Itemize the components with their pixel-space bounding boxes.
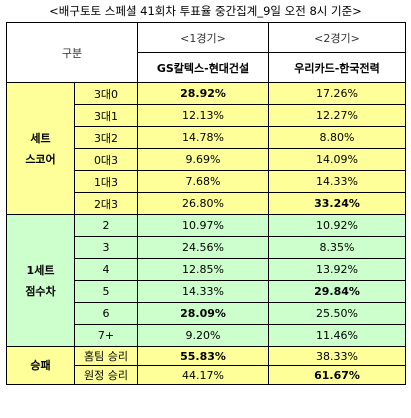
category-label: 스코어 xyxy=(25,152,56,166)
value-cell-game-2: 17.26% xyxy=(268,82,406,105)
value-cell-game-2: 61.67% xyxy=(268,365,406,385)
table-row: 원정 승리 44.17% 61.67% xyxy=(7,365,406,385)
header-team-1: GS칼텍스-현대건설 xyxy=(137,52,269,83)
table-row: 3 24.56% 8.35% xyxy=(7,236,406,259)
value-cell-game-1: 28.92% xyxy=(137,82,269,105)
table-row: 5 14.33% 29.84% xyxy=(7,280,406,303)
value-cell-game-2: 12.27% xyxy=(268,104,406,127)
category-label: 승패 xyxy=(30,359,51,372)
header-row-teams: GS칼텍스-현대건설 우리카드-한국전력 xyxy=(7,52,406,83)
table-row: 4 12.85% 13.92% xyxy=(7,258,406,281)
value-cell-game-1: 24.56% xyxy=(137,236,269,259)
page-title: <배구토토 스페셜 41회차 투표율 중간집계_9일 오전 8시 기준> xyxy=(49,4,362,18)
header-game-1: <1경기> xyxy=(137,22,269,53)
row-label: 원정 승리 xyxy=(74,365,138,385)
category-label: 1세트 xyxy=(26,263,55,277)
value-cell-game-1: 44.17% xyxy=(137,365,269,385)
header-game-2: <2경기> xyxy=(268,22,406,53)
header-team-2: 우리카드-한국전력 xyxy=(268,52,406,83)
table-row: 6 28.09% 25.50% xyxy=(7,302,406,325)
row-label: 3대0 xyxy=(74,82,138,105)
table-row: 0대3 9.69% 14.09% xyxy=(7,148,406,171)
row-label: 1대3 xyxy=(74,170,138,193)
header-row-games: 구분 <1경기> <2경기> xyxy=(6,22,406,83)
value-cell-game-2: 11.46% xyxy=(268,324,406,347)
value-cell-game-2: 38.33% xyxy=(268,346,406,366)
value-cell-game-2: 14.09% xyxy=(268,148,406,171)
row-label: 4 xyxy=(74,258,138,281)
table-row: 7+ 9.20% 11.46% xyxy=(7,324,406,347)
row-label: 7+ xyxy=(74,324,138,347)
row-label: 0대3 xyxy=(74,148,138,171)
value-cell-game-2: 33.24% xyxy=(268,192,406,215)
category-cell: 승패 xyxy=(6,346,75,385)
header-gubun: 구분 xyxy=(6,22,138,83)
value-cell-game-1: 28.09% xyxy=(137,302,269,325)
table-row: 1세트 점수차 2 10.97% 10.92% xyxy=(6,214,406,347)
row-label: 5 xyxy=(74,280,138,303)
value-cell-game-1: 9.20% xyxy=(137,324,269,347)
value-cell-game-1: 26.80% xyxy=(137,192,269,215)
table-row: 3대1 12.13% 12.27% xyxy=(7,104,406,127)
value-cell-game-2: 25.50% xyxy=(268,302,406,325)
table-row: 1대3 7.68% 14.33% xyxy=(7,170,406,193)
table-row: 2대3 26.80% 33.24% xyxy=(7,192,406,215)
category-label: 점수차 xyxy=(25,284,56,298)
row-label: 6 xyxy=(74,302,138,325)
value-cell-game-2: 14.33% xyxy=(268,170,406,193)
value-cell-game-1: 9.69% xyxy=(137,148,269,171)
row-label: 3대2 xyxy=(74,126,138,149)
row-label: 3대1 xyxy=(74,104,138,127)
value-cell-game-1: 7.68% xyxy=(137,170,269,193)
value-cell-game-1: 12.13% xyxy=(137,104,269,127)
table-row: 세트 스코어 3대0 28.92% 17.26% xyxy=(6,82,406,215)
row-label: 2 xyxy=(74,214,138,237)
value-cell-game-2: 8.80% xyxy=(268,126,406,149)
row-label: 3 xyxy=(74,236,138,259)
row-label: 2대3 xyxy=(74,192,138,215)
table-row: 승패 홈팀 승리 55.83% 38.33% xyxy=(6,346,406,385)
row-label: 홈팀 승리 xyxy=(74,346,138,366)
table-row: 3대2 14.78% 8.80% xyxy=(7,126,406,149)
value-cell-game-1: 55.83% xyxy=(137,346,269,366)
value-cell-game-2: 13.92% xyxy=(268,258,406,281)
value-cell-game-1: 12.85% xyxy=(137,258,269,281)
value-cell-game-1: 14.33% xyxy=(137,280,269,303)
value-cell-game-2: 10.92% xyxy=(268,214,406,237)
value-cell-game-2: 29.84% xyxy=(268,280,406,303)
category-label: 세트 xyxy=(30,131,51,145)
value-cell-game-1: 10.97% xyxy=(137,214,269,237)
value-cell-game-1: 14.78% xyxy=(137,126,269,149)
value-cell-game-2: 8.35% xyxy=(268,236,406,259)
